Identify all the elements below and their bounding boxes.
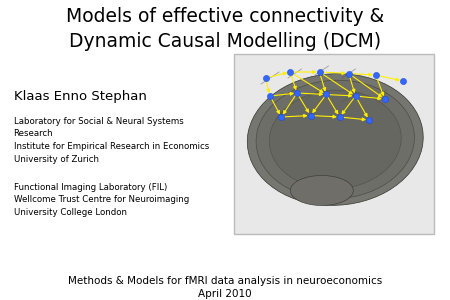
- Text: Methods & Models for fMRI data analysis in neuroeconomics
April 2010: Methods & Models for fMRI data analysis …: [68, 276, 382, 299]
- Bar: [234, 54, 434, 234]
- Text: Models of effective connectivity &
Dynamic Causal Modelling (DCM): Models of effective connectivity & Dynam…: [66, 8, 384, 51]
- Ellipse shape: [247, 74, 423, 206]
- Ellipse shape: [290, 176, 353, 206]
- Ellipse shape: [256, 80, 414, 199]
- Text: Laboratory for Social & Neural Systems
Research
Institute for Empirical Research: Laboratory for Social & Neural Systems R…: [14, 117, 209, 164]
- Text: Klaas Enno Stephan: Klaas Enno Stephan: [14, 90, 146, 103]
- Text: Functional Imaging Laboratory (FIL)
Wellcome Trust Centre for Neuroimaging
Unive: Functional Imaging Laboratory (FIL) Well…: [14, 183, 189, 217]
- Ellipse shape: [269, 90, 401, 189]
